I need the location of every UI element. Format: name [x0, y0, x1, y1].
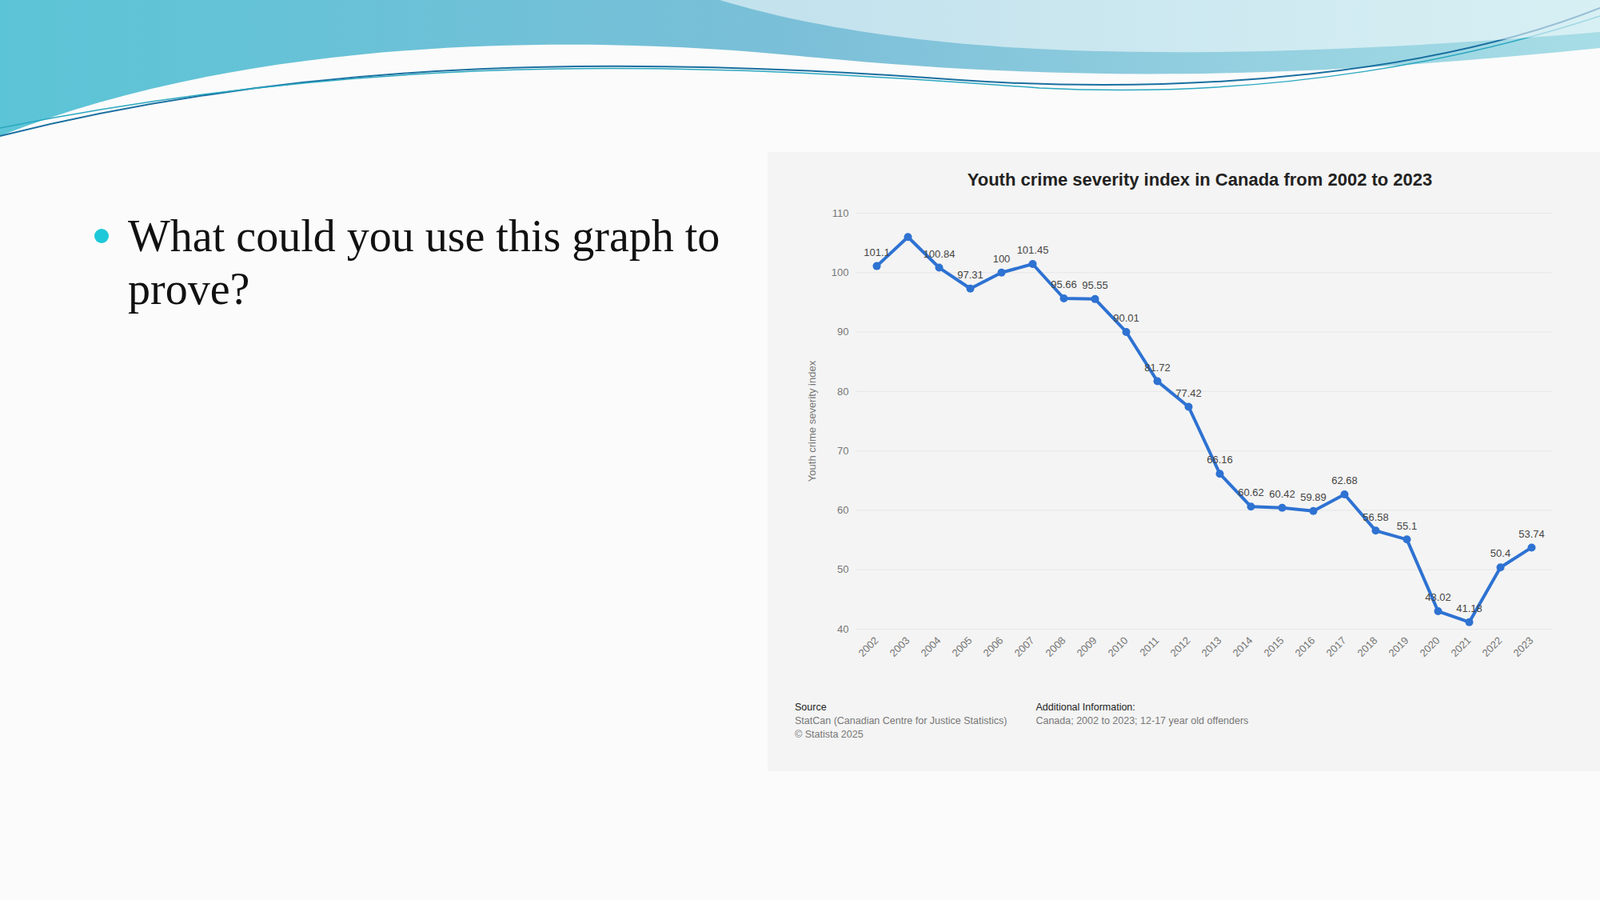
svg-text:2013: 2013	[1199, 634, 1225, 659]
svg-text:2005: 2005	[949, 634, 975, 659]
svg-text:2006: 2006	[981, 634, 1006, 659]
svg-text:53.74: 53.74	[1518, 527, 1545, 540]
svg-text:56.58: 56.58	[1362, 510, 1389, 523]
svg-text:100.84: 100.84	[923, 247, 956, 260]
svg-text:80: 80	[837, 385, 849, 398]
svg-text:40: 40	[837, 622, 849, 635]
svg-text:50.4: 50.4	[1490, 546, 1511, 559]
svg-text:2017: 2017	[1324, 634, 1349, 659]
svg-text:60: 60	[837, 503, 849, 516]
svg-text:2016: 2016	[1292, 634, 1318, 659]
svg-text:41.18: 41.18	[1456, 602, 1483, 615]
svg-text:2010: 2010	[1105, 634, 1131, 659]
svg-text:101.45: 101.45	[1017, 243, 1050, 256]
svg-text:2003: 2003	[887, 634, 913, 659]
svg-text:59.89: 59.89	[1300, 490, 1327, 503]
svg-text:2019: 2019	[1386, 634, 1412, 659]
svg-text:81.72: 81.72	[1144, 361, 1171, 374]
svg-text:97.31: 97.31	[957, 268, 984, 281]
svg-text:60.42: 60.42	[1268, 487, 1296, 500]
svg-text:2022: 2022	[1480, 634, 1505, 659]
svg-text:2012: 2012	[1168, 634, 1194, 659]
svg-text:100: 100	[993, 252, 1011, 265]
svg-text:77.42: 77.42	[1175, 387, 1202, 400]
svg-text:2018: 2018	[1355, 634, 1381, 659]
svg-text:101.1: 101.1	[863, 246, 890, 259]
svg-text:2007: 2007	[1012, 634, 1038, 659]
html-text:What could you use this graph: What could you use this graph to prove?	[127, 211, 720, 314]
svg-text:95.66: 95.66	[1050, 278, 1078, 291]
svg-text:2020: 2020	[1417, 634, 1443, 659]
svg-text:2009: 2009	[1074, 634, 1100, 659]
html-text:Youth crime severity index in: Youth crime severity index in Canada fro…	[967, 169, 1433, 190]
html-text:Source: Source	[794, 701, 827, 713]
svg-text:100: 100	[831, 266, 850, 279]
svg-text:90: 90	[837, 325, 849, 338]
svg-text:2004: 2004	[918, 634, 944, 659]
svg-text:70: 70	[837, 444, 849, 457]
svg-text:2023: 2023	[1511, 634, 1537, 659]
html-text:© Statista 2025: © Statista 2025	[794, 728, 864, 740]
svg-text:2015: 2015	[1261, 634, 1287, 659]
svg-text:2008: 2008	[1043, 634, 1069, 659]
svg-text:66.16: 66.16	[1206, 453, 1233, 466]
html-text:Additional Information:: Additional Information:	[1035, 701, 1136, 713]
svg-text:2011: 2011	[1137, 634, 1162, 659]
html-text:StatCan (Canadian Centre for J: StatCan (Canadian Centre for Justice Sta…	[794, 714, 1008, 727]
svg-text:50: 50	[837, 562, 849, 575]
svg-text:55.1: 55.1	[1396, 518, 1417, 531]
svg-text:2014: 2014	[1230, 634, 1256, 659]
svg-text:90.01: 90.01	[1113, 311, 1140, 324]
svg-text:2002: 2002	[856, 634, 882, 659]
svg-text:95.55: 95.55	[1081, 279, 1109, 292]
html-text:Canada; 2002 to 2023; 12-17 ye: Canada; 2002 to 2023; 12-17 year old off…	[1035, 714, 1249, 727]
svg-text:60.62: 60.62	[1237, 486, 1265, 499]
svg-text:Youth crime severity index: Youth crime severity index	[805, 359, 818, 482]
svg-text:43.02: 43.02	[1424, 590, 1452, 603]
svg-text:110: 110	[832, 207, 850, 220]
svg-text:2021: 2021	[1448, 634, 1474, 659]
svg-text:62.68: 62.68	[1331, 474, 1358, 487]
